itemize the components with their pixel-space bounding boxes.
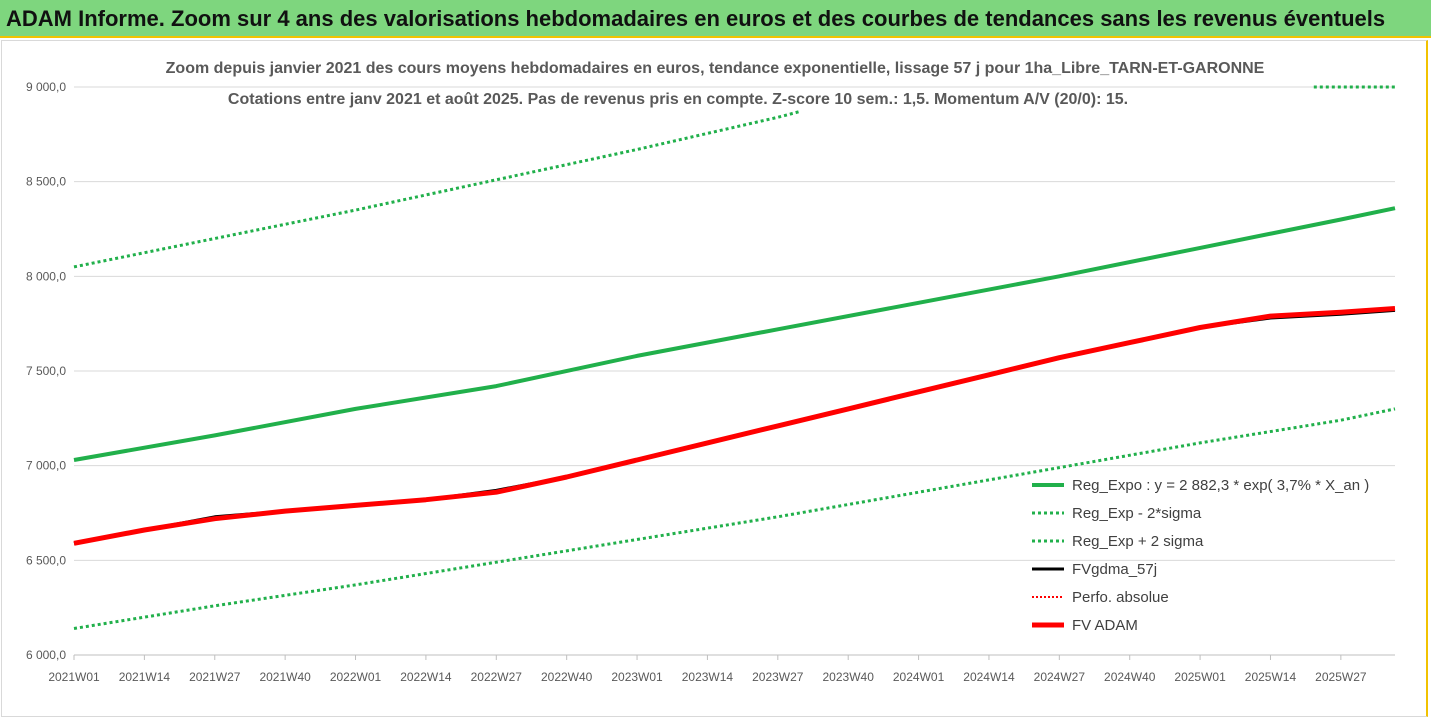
x-tick-label: 2023W14 [682,670,734,684]
legend-label-2: Reg_Exp + 2 sigma [1072,533,1204,550]
y-tick-label: 8 000,0 [26,269,66,283]
x-axis-ticks: 2021W01 2021W14 2021W27 2021W40 2022W01 2022W… [48,655,1367,684]
legend-label-3: FVgdma_57j [1072,561,1157,578]
legend-label-5: FV ADAM [1072,617,1138,634]
legend-label-0: Reg_Expo : y = 2 882,3 * exp( 3,7% * X_a… [1072,477,1369,494]
x-tick-label: 2021W14 [119,670,171,684]
y-tick-label: 7 000,0 [26,459,66,473]
grid-lines [74,86,1395,656]
x-tick-label: 2025W01 [1174,670,1226,684]
series-lines [73,85,1396,630]
series-line-2 [73,110,800,269]
x-tick-label: 2024W40 [1104,670,1156,684]
legend: Reg_Expo : y = 2 882,3 * exp( 3,7% * X_a… [1032,477,1369,634]
legend-label-1: Reg_Exp - 2*sigma [1072,505,1202,522]
chart-title-line2: Cotations entre janv 2021 et août 2025. … [228,91,1128,108]
chart-titles: Zoom depuis janvier 2021 des cours moyen… [166,60,1265,108]
chart-frame: 6 000,0 6 500,0 7 000,0 7 500,0 8 000,0 8 500… [1,40,1428,717]
series-line-5 [73,306,1396,546]
series-line-0 [73,206,1396,462]
y-axis-ticks: 6 000,0 6 500,0 7 000,0 7 500,0 8 000,0 8 500… [26,80,66,662]
x-tick-label: 2022W14 [400,670,452,684]
x-tick-label: 2025W27 [1315,670,1367,684]
series-line-1 [73,407,1396,630]
x-tick-label: 2023W01 [611,670,663,684]
banner-title: ADAM Informe. Zoom sur 4 ans des valoris… [0,0,1431,38]
legend-label-4: Perfo. absolue [1072,589,1169,606]
chart: 6 000,0 6 500,0 7 000,0 7 500,0 8 000,0 8 500… [26,60,1396,684]
y-tick-label: 6 000,0 [26,648,66,662]
x-tick-label: 2022W01 [330,670,382,684]
x-tick-label: 2022W27 [471,670,523,684]
chart-title-line1: Zoom depuis janvier 2021 des cours moyen… [166,60,1265,77]
y-tick-label: 9 000,0 [26,80,66,94]
y-tick-label: 8 500,0 [26,175,66,189]
x-tick-label: 2021W27 [189,670,241,684]
x-tick-label: 2021W40 [259,670,311,684]
x-tick-label: 2024W14 [963,670,1015,684]
x-tick-label: 2023W40 [823,670,875,684]
y-tick-label: 6 500,0 [26,553,66,567]
y-tick-label: 7 500,0 [26,364,66,378]
x-tick-label: 2022W40 [541,670,593,684]
x-tick-label: 2024W27 [1034,670,1086,684]
x-tick-label: 2021W01 [48,670,100,684]
x-tick-label: 2025W14 [1245,670,1297,684]
x-tick-label: 2024W01 [893,670,945,684]
x-tick-label: 2023W27 [752,670,804,684]
